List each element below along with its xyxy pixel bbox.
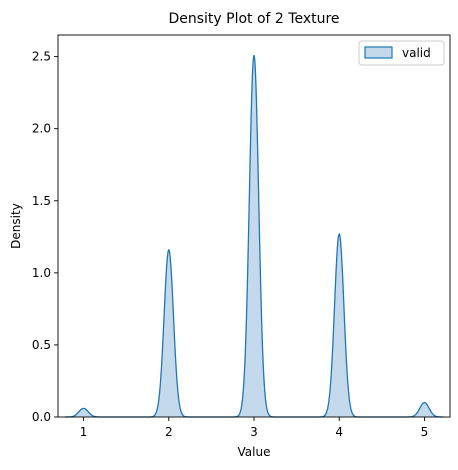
legend-label-valid: valid — [402, 46, 431, 60]
legend-swatch — [364, 46, 393, 59]
y-axis-label: Density — [9, 203, 23, 249]
y-tick-label: 2.5 — [32, 50, 51, 64]
chart-title: Density Plot of 2 Texture — [168, 11, 339, 27]
y-tick-label: 1.0 — [32, 266, 51, 280]
plot-area — [57, 34, 451, 418]
y-tick-label: 2.0 — [32, 122, 51, 136]
y-tick-label: 0.5 — [32, 338, 51, 352]
x-tick-label: 5 — [421, 425, 429, 439]
y-tick-label: 0.0 — [32, 410, 51, 424]
x-tick-label: 1 — [80, 425, 88, 439]
y-tick-label: 1.5 — [32, 194, 51, 208]
x-axis-ticks: 1 2 3 4 5 — [80, 417, 429, 439]
x-axis-label: Value — [238, 445, 271, 459]
y-axis-ticks: 0.0 0.5 1.0 1.5 2.0 2.5 — [32, 50, 58, 424]
x-tick-label: 4 — [335, 425, 343, 439]
legend: valid — [358, 40, 445, 66]
x-tick-label: 2 — [165, 425, 173, 439]
density-area-valid — [64, 55, 444, 418]
x-tick-label: 3 — [250, 425, 258, 439]
